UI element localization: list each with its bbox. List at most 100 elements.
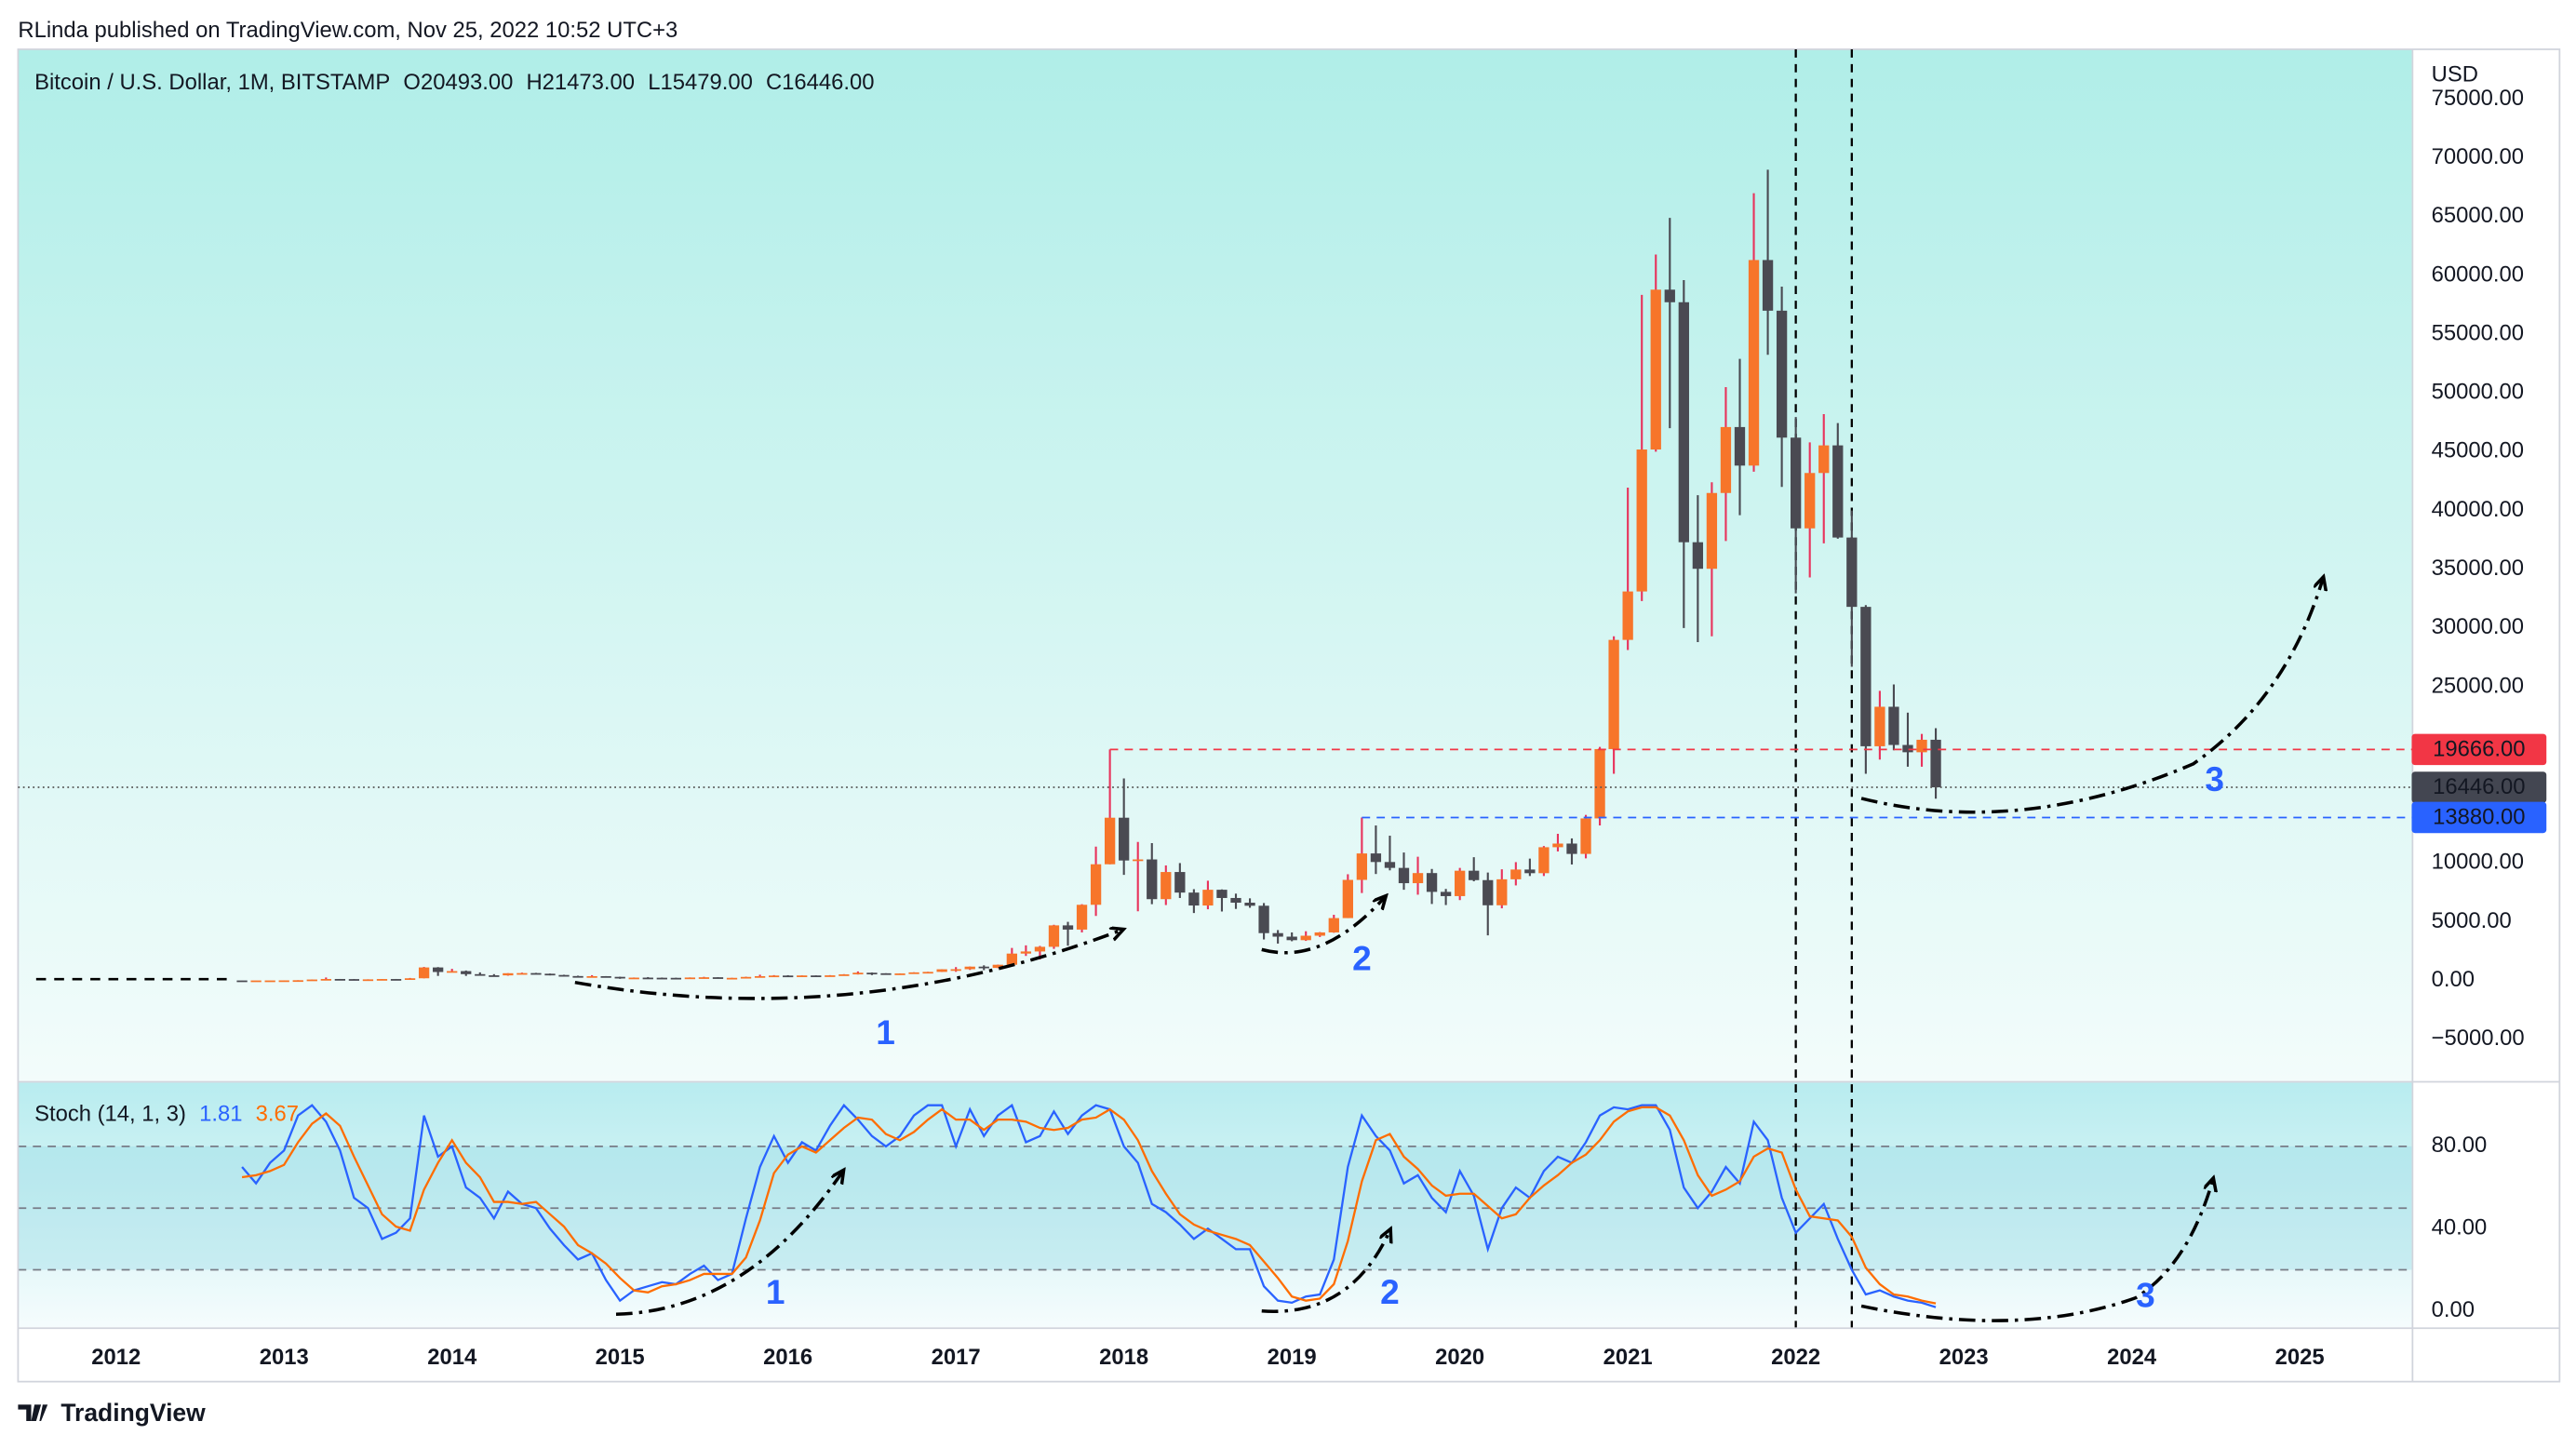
candle-body: [684, 977, 696, 980]
y-tick-label: 65000.00: [2432, 203, 2524, 228]
candle-body: [1566, 843, 1577, 854]
candle-body: [628, 977, 639, 980]
candle-body: [656, 977, 667, 980]
y-tick-label: 10000.00: [2432, 850, 2524, 875]
candle-body: [1860, 607, 1872, 746]
candle-body: [1076, 905, 1088, 930]
candle-body: [362, 979, 374, 982]
candle-body: [1216, 890, 1228, 898]
candle-body: [1230, 897, 1241, 904]
candle-body: [1805, 473, 1816, 529]
candle-body: [544, 973, 556, 976]
candle-body: [390, 979, 402, 981]
candle-body: [1342, 879, 1353, 918]
legend-close: C16446.00: [766, 70, 875, 95]
candle-body: [1258, 905, 1269, 933]
y-tick-label: −5000.00: [2432, 1026, 2525, 1051]
candle-body: [1720, 426, 1732, 493]
symbol: Bitcoin / U.S. Dollar, 1M, BITSTAMP: [34, 70, 390, 95]
candle-body: [1734, 426, 1746, 466]
x-tick-label: 2012: [91, 1345, 141, 1370]
candle-body: [418, 967, 430, 979]
legend: Bitcoin / U.S. Dollar, 1M, BITSTAMP O2049…: [34, 70, 874, 95]
candle-body: [503, 972, 514, 976]
y-tick-label: 60000.00: [2432, 261, 2524, 287]
candle-body: [1636, 449, 1647, 592]
x-tick-label: 2024: [2107, 1345, 2157, 1370]
candle-body: [1202, 890, 1214, 906]
candle-body: [908, 972, 919, 974]
footer: TradingView: [18, 1399, 206, 1427]
candle-body: [1048, 925, 1060, 947]
candle-body: [1147, 859, 1158, 900]
candle-body: [334, 978, 346, 981]
candle-body: [1034, 946, 1046, 952]
candle-body: [1174, 872, 1186, 893]
candle-body: [475, 973, 486, 976]
candle-body: [1818, 445, 1830, 474]
legend-low: L15479.00: [648, 70, 753, 95]
header: RLinda published on TradingView.com, Nov…: [18, 18, 678, 43]
candle-body: [376, 979, 388, 981]
candle-body: [278, 980, 289, 983]
candle-body: [1678, 302, 1689, 543]
candle-body: [1398, 867, 1410, 884]
currency-label: USD: [2432, 62, 2478, 87]
candle-body: [1188, 892, 1200, 906]
annotation: 3: [2205, 759, 2224, 798]
annotation: 1: [876, 1012, 895, 1052]
y-tick-label: 0.00: [2432, 967, 2475, 992]
candle-body: [1314, 932, 1325, 936]
candle-body: [1538, 847, 1550, 874]
candle-body: [1356, 853, 1368, 880]
candle-body: [558, 974, 570, 977]
candle-body: [1791, 437, 1802, 529]
price-tag: [2411, 733, 2547, 766]
candle-body: [1483, 879, 1494, 905]
annotation: 3: [2136, 1275, 2155, 1314]
candle-body: [950, 969, 961, 972]
candle-body: [1384, 862, 1396, 868]
y-tick-label: 75000.00: [2432, 86, 2524, 111]
annotation: 2: [1352, 939, 1372, 978]
candle-body: [489, 975, 500, 977]
candle-body: [586, 975, 597, 978]
stoch-legend: Stoch (14, 1, 3) 1.81 3.67: [34, 1102, 299, 1127]
candle-body: [306, 979, 317, 982]
x-tick-label: 2020: [1435, 1345, 1484, 1370]
candle-body: [1133, 859, 1144, 862]
candle-body: [433, 967, 444, 972]
candle-body: [1580, 818, 1591, 854]
candle-body: [712, 977, 724, 979]
stoch-d-value: 3.67: [256, 1102, 299, 1127]
candle-body: [1090, 864, 1102, 905]
arc-arrow: [1261, 897, 1385, 955]
y-tick-label: 40.00: [2432, 1215, 2488, 1240]
candle-body: [292, 980, 303, 983]
legend-open: O20493.00: [403, 70, 513, 95]
candle-body: [1062, 925, 1074, 930]
candle-body: [1020, 951, 1032, 954]
candle-body: [797, 975, 808, 977]
stoch-pane: [18, 1082, 2412, 1328]
candle-body: [1412, 873, 1424, 884]
candle-body: [754, 975, 766, 978]
price-tag-label: 13880.00: [2433, 805, 2525, 830]
y-tick-label: 50000.00: [2432, 380, 2524, 405]
candle-body: [783, 975, 794, 978]
candle-body: [1469, 870, 1480, 880]
candle-body: [839, 974, 850, 976]
arc-arrow: [1860, 578, 2323, 814]
candle-body: [1328, 918, 1339, 932]
candle-body: [1426, 873, 1438, 892]
candle-body: [530, 972, 542, 975]
candle-body: [1706, 492, 1718, 570]
candle-body: [936, 969, 947, 972]
x-tick-label: 2015: [596, 1345, 645, 1370]
candle-body: [461, 971, 472, 974]
stoch-title: Stoch (14, 1, 3): [34, 1102, 186, 1127]
candle-body: [250, 980, 262, 983]
candle-body: [348, 979, 360, 981]
candle-body: [404, 978, 416, 981]
candle-body: [1832, 445, 1844, 538]
